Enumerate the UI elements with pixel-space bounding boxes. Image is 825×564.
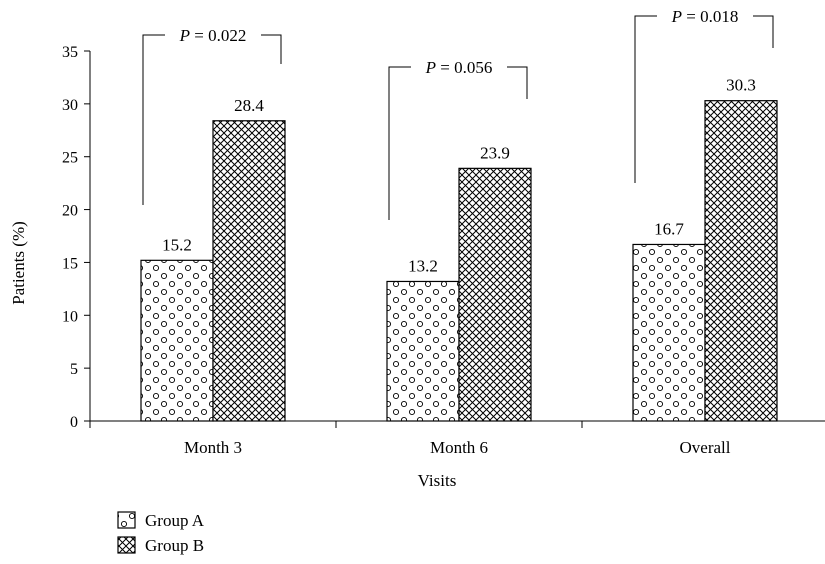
p-value-label: P = 0.056 [425,58,493,77]
x-axis: Month 3 Month 6 Overall [89,420,825,457]
p-bracket-left [142,34,165,205]
data-label: 28.4 [234,96,264,115]
y-tick-label: 0 [70,414,78,431]
y-tick-label: 10 [62,308,78,325]
data-label: 15.2 [162,235,192,254]
x-tick-label: Month 6 [430,438,488,457]
x-tick-label: Month 3 [184,438,242,457]
bar-group-b [704,100,778,422]
y-tick-label: 5 [70,361,78,378]
p-bracket-left [388,66,411,220]
legend-label: Group A [145,511,205,530]
p-value-label: P = 0.018 [671,7,739,26]
y-tick-label: 15 [62,255,78,272]
y-axis: 0 5 10 15 20 25 30 35 [62,44,91,431]
bar-group-a [632,243,706,422]
y-tick-label: 25 [62,150,78,167]
y-tick-label: 30 [62,97,78,114]
data-label: 30.3 [726,76,756,95]
y-tick-label: 35 [62,44,78,61]
bars: 15.2 28.4 13.2 23.9 16.7 30.3 [140,76,778,422]
bar-group-a [140,259,214,422]
p-value-label: P = 0.022 [179,26,247,45]
p-bracket-left [634,15,657,183]
data-label: 23.9 [480,143,510,162]
data-label: 16.7 [654,219,684,238]
y-axis-label: Patients (%) [9,221,28,305]
legend-swatch-group-a [117,511,136,529]
p-value-brackets: P = 0.022 P = 0.056 P = 0.018 [142,7,774,220]
bar-group-b [458,167,532,422]
p-bracket-right [507,66,528,99]
p-bracket-right [753,15,774,48]
legend-label: Group B [145,536,204,555]
bar-group-b [212,120,286,422]
x-tick-label: Overall [680,438,731,457]
x-axis-label: Visits [418,471,457,490]
p-bracket-right [261,34,282,64]
y-tick-label: 20 [62,203,78,220]
data-label: 13.2 [408,256,438,275]
legend-swatch-group-b [117,536,136,554]
bar-group-a [386,280,460,422]
legend: Group A Group B [117,511,205,555]
